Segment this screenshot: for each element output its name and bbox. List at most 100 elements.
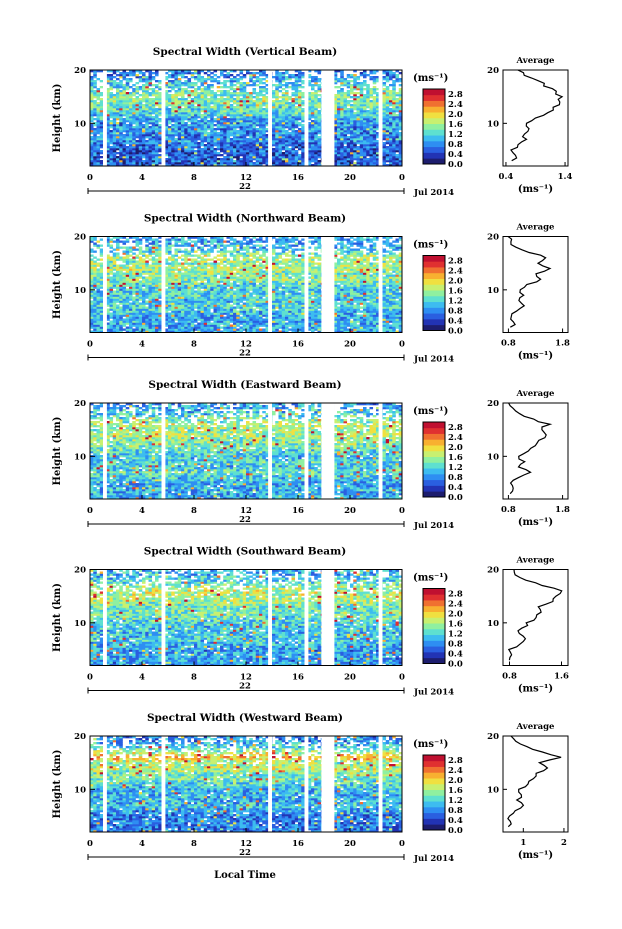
average-frame (502, 569, 569, 666)
x-tick-label: 20 (344, 673, 356, 683)
colorbar-segment (423, 473, 445, 481)
data-gap (378, 403, 383, 499)
colorbar-segment (423, 623, 445, 630)
x-tick-label: 0 (87, 839, 93, 849)
colorbar-segment (423, 146, 445, 153)
average-x-tick-label: 1.6 (554, 672, 569, 682)
colorbar: 0.00.40.81.21.62.02.42.8 (422, 588, 463, 670)
data-gap (304, 569, 309, 666)
panel-5: Spectral Width (Westward Beam)1020Height… (52, 712, 569, 864)
colorbar-tick-label: 1.6 (448, 120, 463, 130)
colorbar-segment (423, 812, 445, 819)
average-frame (502, 735, 569, 833)
x-tick-label: 4 (139, 506, 145, 516)
average-x-tick-label: 1.8 (555, 505, 570, 515)
colorbar-segment (423, 129, 445, 136)
average-profile: Average 10 20 0.8 1.6(ms⁻¹) (487, 556, 569, 695)
colorbar-segment (423, 778, 445, 785)
average-x-label: (ms⁻¹) (518, 184, 553, 195)
colorbar-tick-label: 0.8 (448, 473, 463, 483)
colorbar-unit: (ms⁻¹) (413, 240, 448, 251)
x-tick-label: 0 (87, 340, 93, 350)
average-x-label: (ms⁻¹) (518, 351, 553, 362)
y-axis-label: Height (km) (52, 250, 63, 319)
colorbar-tick-label: 0.0 (448, 493, 463, 503)
data-gap (161, 569, 166, 666)
colorbar-segment (423, 439, 445, 446)
colorbar-segment (423, 135, 445, 142)
average-line (508, 402, 553, 495)
colorbar-unit: (ms⁻¹) (413, 73, 448, 84)
date-label: Jul 2014 (413, 688, 454, 698)
colorbar-unit: (ms⁻¹) (413, 406, 448, 417)
colorbar-frame (422, 255, 446, 331)
colorbar-segment (423, 806, 445, 814)
colorbar-segment (423, 456, 445, 463)
panel-title: Spectral Width (Eastward Beam) (148, 379, 341, 391)
colorbar-segment (423, 651, 445, 659)
average-profile: Average 10 20 1 2 (ms⁻¹) (487, 722, 569, 861)
average-y-tick-label: 10 (487, 119, 499, 129)
data-gap (321, 70, 335, 166)
average-frame (502, 236, 569, 333)
data-gap (103, 569, 107, 666)
colorbar-tick-label: 2.0 (448, 776, 463, 786)
colorbar-segment (423, 272, 445, 279)
colorbar-segment (423, 427, 445, 434)
x-tick-label: 16 (292, 839, 304, 849)
average-profile: Average 10 20 0.8 1.8(ms⁻¹) (487, 389, 570, 528)
colorbar: 0.00.40.81.21.62.02.42.8 (422, 88, 463, 170)
colorbar-segment (423, 755, 445, 762)
x-tick-label: 12 (240, 839, 252, 849)
colorbar-segment (423, 152, 445, 159)
average-x-tick-label: 1.8 (555, 339, 570, 349)
average-line (507, 735, 562, 828)
colorbar-tick-label: 0.8 (448, 640, 463, 650)
data-gap (268, 403, 272, 499)
local-time-label: Local Time (214, 870, 276, 881)
data-gap (103, 403, 107, 499)
average-y-tick-label: 20 (487, 566, 499, 576)
colorbar-segment (423, 772, 445, 779)
average-x-tick-label: 0.4 (499, 172, 514, 182)
average-line (507, 569, 563, 661)
colorbar-tick-label: 1.6 (448, 620, 463, 630)
colorbar-segment (423, 824, 445, 831)
average-line (507, 236, 552, 328)
data-gap (304, 736, 309, 832)
x-tick-label: 16 (292, 673, 304, 683)
average-y-tick-label: 20 (487, 732, 499, 742)
colorbar-segment (423, 295, 445, 303)
y-tick-label: 10 (74, 286, 86, 296)
average-y-tick-label: 20 (487, 233, 499, 243)
colorbar-segment (423, 789, 445, 796)
average-x-label: (ms⁻¹) (518, 517, 553, 528)
average-x-label: (ms⁻¹) (518, 684, 553, 695)
panel-1: Spectral Width (Vertical Beam) 10 20 Height… (52, 46, 573, 198)
colorbar-tick-label: 2.4 (448, 267, 463, 277)
average-x-tick-label: 0.8 (501, 505, 516, 515)
colorbar-segment (423, 290, 445, 297)
colorbar-tick-label: 2.8 (448, 590, 463, 600)
panel-3: Spectral Width (Eastward Beam) 10 20 Height… (52, 379, 570, 531)
x-tick-label: 4 (139, 173, 145, 183)
y-tick-label: 20 (74, 66, 86, 76)
colorbar-tick-label: 2.4 (448, 766, 463, 776)
day-label: 22 (239, 848, 251, 858)
panel-title: Spectral Width (Southward Beam) (144, 546, 346, 558)
colorbar-tick-label: 2.0 (448, 110, 463, 120)
average-y-tick-label: 20 (487, 399, 499, 409)
colorbar-segment (423, 112, 445, 119)
x-tick-label: 20 (344, 839, 356, 849)
day-label: 22 (239, 349, 251, 359)
colorbar-tick-label: 2.8 (448, 756, 463, 766)
date-label: Jul 2014 (413, 854, 454, 864)
y-axis-label: Height (km) (52, 750, 63, 819)
colorbar-tick-label: 1.2 (448, 463, 463, 473)
colorbar-unit: (ms⁻¹) (413, 573, 448, 584)
panel-title: Spectral Width (Northward Beam) (144, 213, 346, 225)
colorbar: 0.00.40.81.21.62.02.42.8 (422, 754, 463, 836)
colorbar-segment (423, 284, 445, 291)
colorbar-segment (423, 278, 445, 285)
colorbar-segment (423, 594, 445, 601)
